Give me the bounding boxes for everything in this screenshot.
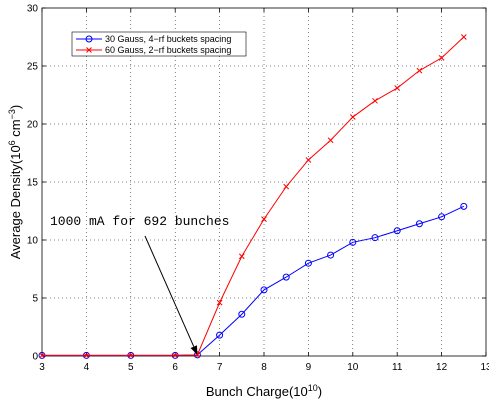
legend-marker-series-2 xyxy=(86,47,92,53)
x-tick-label: 8 xyxy=(261,362,267,373)
legend-label-series-2: 60 Gauss, 2−rf buckets spacing xyxy=(105,45,231,55)
data-point-series-2 xyxy=(238,253,245,260)
data-point-series-1 xyxy=(371,234,379,242)
x-axis-label-sup: 10 xyxy=(308,383,318,393)
legend: 30 Gauss, 4−rf buckets spacing 60 Gauss,… xyxy=(71,31,247,57)
series-layer xyxy=(38,34,468,359)
y-tick-label: 20 xyxy=(27,120,39,131)
annotation-arrow xyxy=(144,235,195,347)
data-point-series-1 xyxy=(216,331,224,339)
x-tick-label: 9 xyxy=(306,362,312,373)
x-axis-label-end: ) xyxy=(318,384,322,399)
data-point-series-1 xyxy=(327,251,335,259)
x-tick-label: 6 xyxy=(172,362,178,373)
data-point-series-2 xyxy=(416,67,423,74)
data-point-series-1 xyxy=(349,238,357,246)
y-tick-label: 5 xyxy=(32,294,38,305)
data-point-series-2 xyxy=(372,97,378,104)
data-point-series-1 xyxy=(238,310,246,318)
data-point-series-1 xyxy=(415,220,423,228)
y-axis-label-main: Average Density(10 xyxy=(8,145,23,259)
data-point-series-2 xyxy=(127,352,134,359)
y-tick-label: 0 xyxy=(32,352,38,363)
x-axis-label-main: Bunch Charge(10 xyxy=(206,384,308,399)
x-tick-label: 10 xyxy=(347,362,359,373)
y-tick-label: 30 xyxy=(27,4,39,15)
x-tick-label: 13 xyxy=(480,362,489,373)
y-tick-label: 10 xyxy=(27,236,39,247)
data-point-series-2 xyxy=(394,85,401,91)
y-tick-label: 25 xyxy=(27,62,39,73)
data-point-series-2 xyxy=(305,157,312,163)
legend-label-series-1: 30 Gauss, 4−rf buckets spacing xyxy=(105,34,231,44)
x-tick-label: 7 xyxy=(217,362,223,373)
annotation-text: 1000 mA for 692 bunches xyxy=(50,214,229,229)
data-point-series-2 xyxy=(172,352,179,359)
x-tick-label: 4 xyxy=(84,362,90,373)
y-axis-label-sup2: −3 xyxy=(7,109,17,119)
x-tick-label: 3 xyxy=(39,362,45,373)
y-axis-label-end: ) xyxy=(8,105,23,109)
data-point-series-2 xyxy=(460,34,467,40)
x-tick-label: 11 xyxy=(392,362,403,373)
data-point-series-2 xyxy=(39,352,45,359)
data-point-series-2 xyxy=(438,55,445,61)
data-point-series-1 xyxy=(304,259,312,267)
y-axis-label-mid: cm xyxy=(8,119,23,140)
data-point-series-1 xyxy=(438,213,446,221)
legend-box xyxy=(71,31,247,57)
data-point-series-1 xyxy=(260,286,268,294)
annotation-arrowhead xyxy=(190,345,198,355)
x-tick-label: 5 xyxy=(128,362,134,373)
y-axis-label-sup1: 6 xyxy=(7,140,17,145)
annotation: 1000 mA for 692 bunches xyxy=(50,214,229,355)
data-point-series-2 xyxy=(261,216,267,222)
data-point-series-2 xyxy=(327,137,334,144)
data-point-series-2 xyxy=(216,299,223,306)
data-point-series-2 xyxy=(283,183,290,190)
legend-marker-series-1 xyxy=(85,35,93,43)
x-axis-label: Bunch Charge(1010) xyxy=(206,383,322,399)
data-point-series-2 xyxy=(349,114,356,120)
axis-ticks: 3 4 5 6 7 8 9 10 11 12 13 0 5 10 15 20 25 30 xyxy=(27,4,489,374)
y-axis-label: Average Density(106 cm−3) xyxy=(7,105,23,260)
data-point-series-1 xyxy=(460,202,468,210)
y-tick-label: 15 xyxy=(27,178,39,189)
data-point-series-2 xyxy=(83,352,90,359)
x-tick-label: 12 xyxy=(436,362,448,373)
data-point-series-1 xyxy=(282,273,290,281)
data-point-series-1 xyxy=(393,227,401,235)
